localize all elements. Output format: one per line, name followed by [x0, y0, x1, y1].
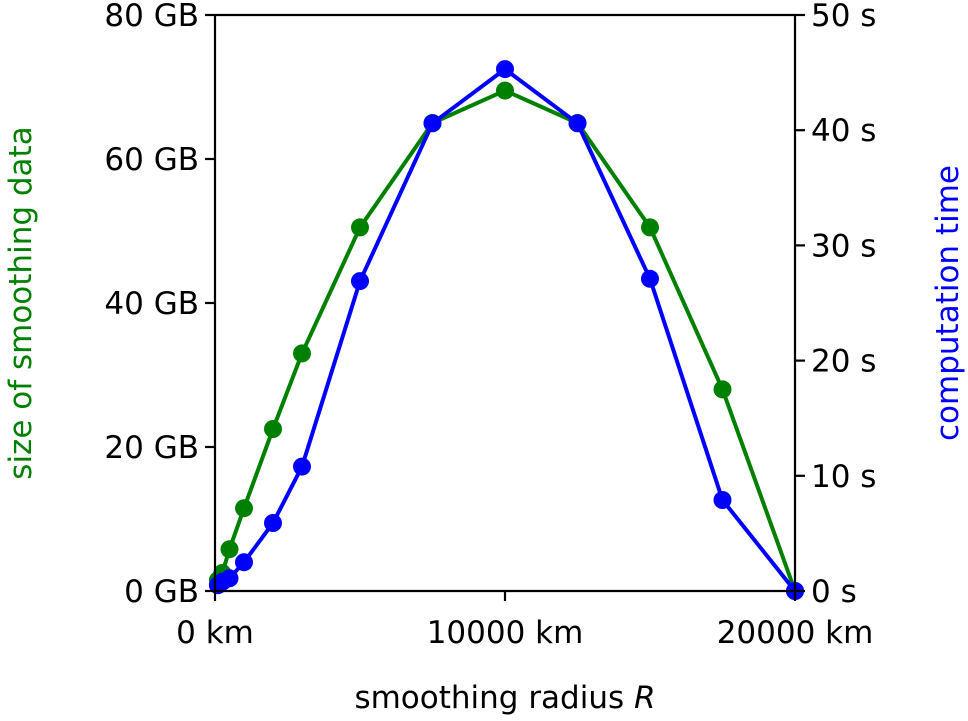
data-point-right [264, 514, 282, 532]
data-point-right [423, 114, 442, 133]
x-axis-title-variable: R [634, 680, 656, 716]
x-axis-title: smoothing radius R [354, 680, 655, 716]
y-right-tick-label: 10 s [811, 459, 876, 495]
data-point-right [568, 114, 587, 133]
y-left-tick-label: 40 GB [104, 286, 199, 322]
y-left-axis-title: size of smoothing data [3, 126, 39, 479]
data-point-right [641, 269, 659, 288]
data-point-left [496, 81, 514, 100]
data-point-left [641, 218, 659, 237]
series-layer [208, 60, 804, 600]
data-point-left [264, 420, 282, 438]
y-right-tick-label: 30 s [811, 228, 876, 264]
data-point-right [351, 272, 369, 291]
data-point-left [220, 540, 239, 559]
data-point-left [351, 218, 369, 237]
y-right-tick-label: 40 s [811, 113, 876, 149]
y-right-tick-label: 0 s [811, 574, 857, 610]
data-point-left [713, 380, 732, 399]
data-point-right [293, 457, 311, 476]
data-point-left [293, 344, 311, 363]
x-tick-label: 20000 km [717, 615, 874, 651]
series-line-right [216, 67, 797, 593]
data-point-right [220, 569, 239, 588]
labels-layer: 0 km 10000 km 20000 km 0 GB 20 GB 40 GB 60 GB 8… [3, 0, 966, 716]
data-point-right [235, 553, 253, 572]
y-right-tick-label: 20 s [811, 344, 876, 380]
data-point-right [713, 491, 732, 509]
data-point-left [235, 499, 253, 518]
y-left-tick-label: 80 GB [104, 0, 199, 34]
data-point-right [496, 60, 514, 79]
y-left-tick-label: 0 GB [124, 574, 199, 610]
y-right-axis-title: computation time [930, 165, 966, 441]
y-left-tick-label: 20 GB [104, 430, 199, 466]
series-line-left [216, 88, 797, 592]
x-axis-title-text: smoothing radius [354, 680, 634, 716]
x-tick-label: 0 km [176, 615, 254, 651]
axes-layer [205, 13, 805, 601]
y-right-tick-label: 50 s [811, 0, 876, 34]
x-tick-label: 10000 km [427, 615, 584, 651]
y-left-tick-label: 60 GB [104, 142, 199, 178]
